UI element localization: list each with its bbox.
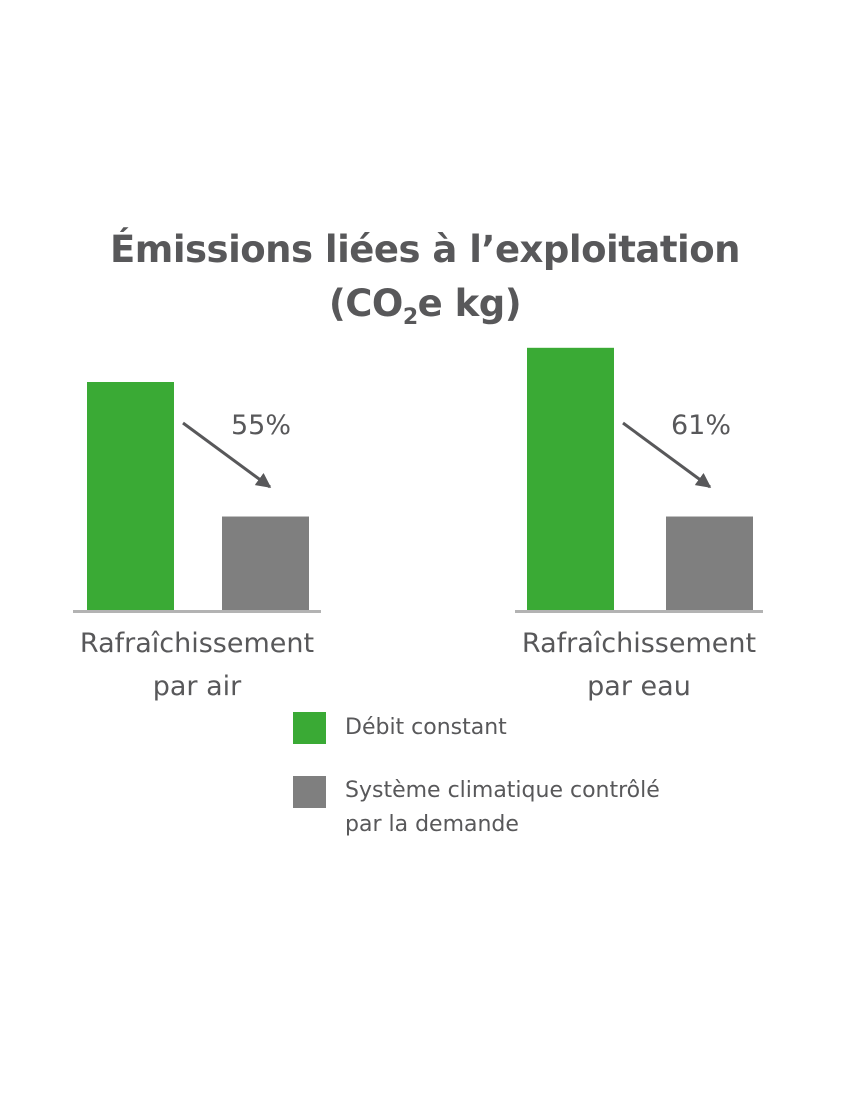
bar-air-constant: [87, 382, 174, 610]
category-label-eau: Rafraîchissement par eau: [479, 622, 799, 708]
reduction-arrow-icon: [182, 421, 272, 489]
legend-swatch-systeme-controle: [293, 776, 326, 808]
reduction-arrow-icon: [622, 421, 712, 489]
legend-label-systeme-controle: Système climatique contrôlé par la deman…: [345, 774, 660, 842]
legend-label-debit-constant: Débit constant: [345, 715, 507, 740]
subtitle-close: e kg): [417, 282, 522, 325]
bar-air-controle: [222, 516, 309, 610]
category-label-line: Rafraîchissement: [79, 628, 315, 659]
subtitle-open: (CO: [328, 282, 404, 325]
bar-eau-controle: [666, 516, 753, 610]
category-label-line: par eau: [587, 671, 691, 702]
chart-subtitle: (CO2e kg): [0, 282, 850, 330]
legend-label-line: par la demande: [345, 812, 519, 837]
category-label-air: Rafraîchissement par air: [37, 622, 357, 708]
category-label-line: par air: [152, 671, 242, 702]
legend-label-line: Système climatique contrôlé: [345, 778, 660, 803]
reduction-label: 61%: [671, 410, 731, 441]
chart-title: Émissions liées à l’exploitation: [110, 228, 740, 271]
legend-swatch-debit-constant: [293, 712, 326, 744]
category-label-line: Rafraîchissement: [521, 628, 757, 659]
subtitle-subscript: 2: [402, 305, 418, 330]
bar-eau-constant: [527, 347, 614, 610]
reduction-label: 55%: [231, 410, 291, 441]
